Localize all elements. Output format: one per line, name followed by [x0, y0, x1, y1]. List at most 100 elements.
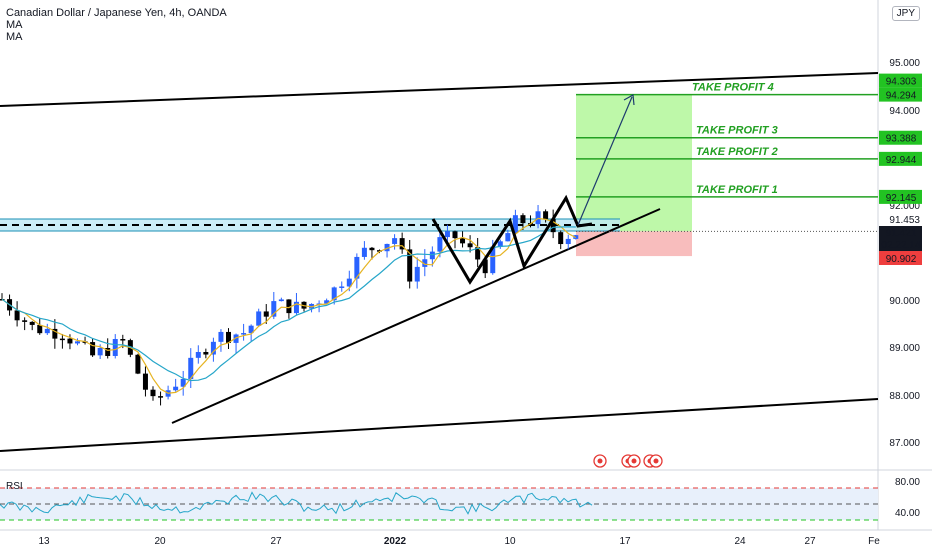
tp2-price-badge: 92.944 — [886, 155, 917, 166]
rsi-tick-label: 40.00 — [895, 508, 920, 519]
candle-body — [535, 211, 541, 225]
price-tick-label: 92.000 — [889, 201, 920, 212]
candle-body — [188, 357, 194, 379]
candle-body — [271, 301, 277, 317]
current-price-badge: 91.421 — [886, 228, 917, 239]
time-tick-label: 27 — [270, 536, 282, 547]
candle-body — [331, 287, 337, 301]
take-profit-label: TAKE PROFIT 1 — [696, 184, 778, 196]
time-tick-label: 20 — [154, 536, 166, 547]
take-profit-label: TAKE PROFIT 4 — [692, 82, 774, 94]
candle-body — [399, 238, 405, 250]
price-tick-label: 94.000 — [889, 106, 920, 117]
candle-body — [512, 215, 518, 234]
candle-body — [354, 256, 360, 279]
candle-body — [44, 328, 50, 334]
candle-body — [210, 341, 216, 355]
take-profit-label: TAKE PROFIT 2 — [696, 146, 778, 158]
candle-body — [384, 243, 390, 252]
candle-body — [37, 324, 43, 334]
channel-bottom-line — [0, 398, 879, 452]
candle-body — [452, 231, 458, 239]
candle-body — [467, 243, 473, 248]
tp2-price-badge-bg — [879, 151, 922, 166]
projection-arrow — [577, 96, 633, 226]
candle-body — [558, 232, 564, 245]
candle-body — [520, 215, 526, 224]
candle-body — [263, 311, 269, 317]
tp4-price-badge: 94.294 — [886, 91, 917, 102]
candle-body — [52, 328, 58, 339]
candle-body — [369, 247, 375, 251]
candle-body — [59, 338, 65, 341]
tp1-price-badge: 92.145 — [886, 193, 917, 204]
candle-body — [203, 351, 209, 355]
candle-body — [218, 331, 224, 342]
currency-badge[interactable]: JPY — [891, 6, 920, 21]
candle-body — [150, 389, 156, 397]
stop-loss-badge-bg — [879, 251, 922, 265]
candle-body — [414, 266, 420, 282]
candle-body — [497, 241, 503, 247]
price-tick-label: 88.000 — [889, 391, 920, 402]
time-tick-label: 17 — [619, 536, 631, 547]
candle-body — [120, 339, 126, 341]
support-zone — [0, 219, 620, 231]
candle-body — [75, 341, 80, 344]
candle-body — [241, 333, 247, 335]
candle-body — [142, 373, 148, 390]
ma-fast-line — [1, 217, 577, 394]
candle-body — [392, 238, 398, 244]
candle-body — [444, 231, 450, 238]
time-tick-label: 13 — [38, 536, 50, 547]
price-tick-label: 91.453 — [889, 215, 920, 226]
event-marker-dot — [597, 458, 603, 464]
candle-body — [173, 386, 179, 391]
price-tick-label: 90.000 — [889, 296, 920, 307]
candle-body — [361, 247, 367, 257]
candle-body — [97, 348, 103, 356]
candle-body — [407, 249, 413, 282]
channel-price-badge-bg — [879, 73, 922, 88]
profit-zone — [576, 94, 692, 232]
current-price-badge-bg — [879, 226, 922, 252]
candle-body — [293, 301, 299, 314]
candle-body — [482, 259, 488, 274]
time-tick-label: 10 — [504, 536, 516, 547]
tp3-price-badge: 93.388 — [886, 134, 917, 145]
rsi-band — [0, 488, 878, 520]
pattern-drawing — [431, 194, 593, 285]
candle-body — [286, 299, 292, 314]
candle-body — [346, 278, 352, 287]
candles — [0, 205, 579, 406]
candle-body — [112, 339, 118, 356]
projection-arrowhead — [623, 94, 635, 106]
uptrend-line — [171, 208, 661, 424]
candle-body — [195, 351, 201, 358]
tp3-price-badge-bg — [879, 130, 922, 145]
time-tick-label: Fe — [868, 536, 880, 547]
candle-body — [22, 320, 28, 322]
candle-body — [475, 247, 481, 260]
candle-body — [490, 246, 496, 274]
candle-body — [248, 325, 254, 334]
candle-body — [14, 310, 20, 321]
candle-body — [278, 299, 284, 302]
candle-body — [550, 218, 556, 233]
time-tick-label: 24 — [734, 536, 746, 547]
candle-body — [460, 238, 466, 244]
candle-body — [324, 300, 330, 304]
candle-body — [135, 354, 141, 374]
candle-body — [543, 211, 549, 219]
candle-body — [256, 311, 262, 326]
loss-zone — [576, 231, 692, 257]
candle-body — [339, 286, 345, 288]
tp1-price-badge-bg — [879, 189, 922, 204]
candle-body — [565, 238, 571, 245]
candle-body — [180, 378, 186, 387]
candle-body — [429, 251, 435, 260]
indicator-ma-1: MA — [6, 19, 23, 31]
event-marker-dot — [631, 458, 637, 464]
indicator-ma-2: MA — [6, 31, 23, 43]
